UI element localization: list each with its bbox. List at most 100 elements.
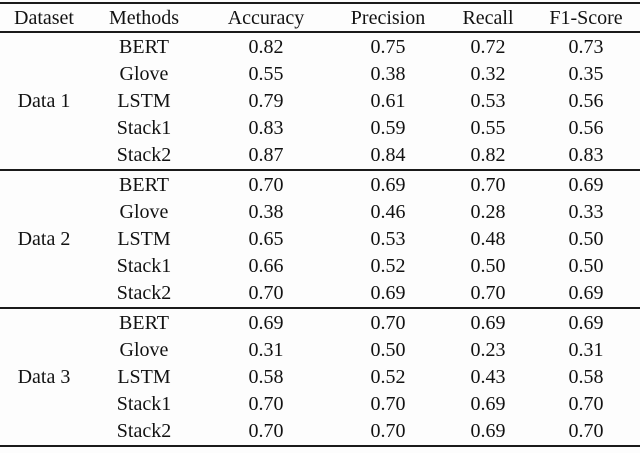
metric-value-cell: 0.82 — [248, 35, 284, 58]
metric-value-cell: 0.50 — [568, 255, 604, 278]
dataset-group-3: Data 3 BERT 0.69 0.70 0.69 0.69 Glove 0.31 0.50 0… — [0, 308, 640, 446]
metric-value-cell: 0.31 — [248, 338, 284, 361]
metric-value-cell: 0.83 — [248, 117, 284, 140]
metric-value-cell: 0.38 — [370, 62, 406, 85]
metric-value-cell: 0.82 — [470, 144, 506, 167]
method-cell: BERT — [119, 173, 169, 196]
metric-value-cell: 0.23 — [470, 338, 506, 361]
table-row: Data 3 BERT 0.69 0.70 0.69 0.69 — [0, 308, 640, 388]
metric-value-cell: 0.69 — [370, 282, 406, 305]
metric-value-cell: 0.70 — [370, 393, 406, 416]
dataset-group-1: Data 1 BERT 0.82 0.75 0.72 0.73 Glove 0.55 0.38 0… — [0, 32, 640, 170]
metric-value-cell: 0.52 — [370, 255, 406, 278]
method-cell: BERT — [119, 311, 169, 334]
column-header-f1-score: F1-Score — [549, 6, 623, 29]
metric-value-cell: 0.43 — [470, 365, 506, 388]
metric-value-cell: 0.65 — [248, 227, 284, 250]
metric-value-cell: 0.48 — [470, 227, 506, 250]
table-row: Stack1 0.70 0.70 0.69 0.70 — [0, 391, 640, 418]
metric-value-cell: 0.70 — [248, 282, 284, 305]
metric-value-cell: 0.70 — [248, 420, 284, 443]
metric-value-cell: 0.70 — [470, 282, 506, 305]
table-row: Data 2 BERT 0.70 0.69 0.70 0.69 — [0, 170, 640, 250]
metric-value-cell: 0.32 — [470, 62, 506, 85]
method-cell: Stack2 — [116, 144, 172, 167]
metric-value-cell: 0.53 — [470, 89, 506, 112]
table-row: Glove 0.38 0.46 0.28 0.33 — [0, 198, 640, 225]
method-cell: LSTM — [117, 227, 171, 250]
method-cell: LSTM — [117, 89, 171, 112]
metric-value-cell: 0.70 — [568, 420, 604, 443]
metric-value-cell: 0.70 — [568, 393, 604, 416]
metric-value-cell: 0.35 — [568, 62, 604, 85]
column-header-accuracy: Accuracy — [227, 6, 305, 29]
table-row: Data 1 BERT 0.82 0.75 0.72 0.73 — [0, 32, 640, 112]
metric-value-cell: 0.79 — [248, 89, 284, 112]
table-row: LSTM 0.58 0.52 0.43 0.58 — [0, 363, 640, 390]
metric-value-cell: 0.55 — [248, 62, 284, 85]
table-row: LSTM 0.79 0.61 0.53 0.56 — [0, 87, 640, 114]
column-header-dataset: Dataset — [14, 6, 74, 29]
metric-value-cell: 0.52 — [370, 365, 406, 388]
metric-value-cell: 0.28 — [470, 200, 506, 223]
table-row: Stack2 0.70 0.70 0.69 0.70 — [0, 418, 640, 446]
header-row: Dataset Methods Accuracy Precision Recal… — [0, 3, 640, 32]
method-cell: Stack1 — [116, 117, 172, 140]
metric-value-cell: 0.69 — [470, 311, 506, 334]
metric-value-cell: 0.33 — [568, 200, 604, 223]
metric-value-cell: 0.38 — [248, 200, 284, 223]
metric-value-cell: 0.83 — [568, 144, 604, 167]
metric-value-cell: 0.69 — [248, 311, 284, 334]
metric-value-cell: 0.72 — [470, 35, 506, 58]
metric-value-cell: 0.61 — [370, 89, 406, 112]
metric-value-cell: 0.70 — [370, 420, 406, 443]
table-row: Stack2 0.70 0.69 0.70 0.69 — [0, 280, 640, 308]
metric-value-cell: 0.73 — [568, 35, 604, 58]
metric-value-cell: 0.50 — [470, 255, 506, 278]
table-row: Glove 0.55 0.38 0.32 0.35 — [0, 60, 640, 87]
dataset-group-2: Data 2 BERT 0.70 0.69 0.70 0.69 Glove 0.38 0.46 0… — [0, 170, 640, 308]
metric-value-cell: 0.55 — [470, 117, 506, 140]
metric-value-cell: 0.56 — [568, 89, 604, 112]
metric-value-cell: 0.70 — [470, 173, 506, 196]
method-cell: LSTM — [117, 365, 171, 388]
metric-value-cell: 0.50 — [370, 338, 406, 361]
method-cell: Stack2 — [116, 420, 172, 443]
method-cell: BERT — [119, 35, 169, 58]
metric-value-cell: 0.84 — [370, 144, 406, 167]
metric-value-cell: 0.58 — [248, 365, 284, 388]
metric-value-cell: 0.75 — [370, 35, 406, 58]
metric-value-cell: 0.69 — [568, 282, 604, 305]
table-row: LSTM 0.65 0.53 0.48 0.50 — [0, 225, 640, 252]
metric-value-cell: 0.58 — [568, 365, 604, 388]
metric-value-cell: 0.70 — [248, 173, 284, 196]
metric-value-cell: 0.70 — [248, 393, 284, 416]
column-header-methods: Methods — [109, 6, 179, 29]
metric-value-cell: 0.59 — [370, 117, 406, 140]
method-cell: Glove — [119, 338, 169, 361]
method-cell: Stack2 — [116, 282, 172, 305]
method-cell: Stack1 — [116, 393, 172, 416]
table-row: Stack1 0.83 0.59 0.55 0.56 — [0, 115, 640, 142]
method-cell: Glove — [119, 62, 169, 85]
metric-value-cell: 0.69 — [470, 393, 506, 416]
metric-value-cell: 0.70 — [370, 311, 406, 334]
metric-value-cell: 0.31 — [568, 338, 604, 361]
table-header: Dataset Methods Accuracy Precision Recal… — [0, 3, 640, 32]
metric-value-cell: 0.46 — [370, 200, 406, 223]
metric-value-cell: 0.87 — [248, 144, 284, 167]
metric-value-cell: 0.56 — [568, 117, 604, 140]
method-cell: Stack1 — [116, 255, 172, 278]
method-cell: Glove — [119, 200, 169, 223]
metric-value-cell: 0.69 — [470, 420, 506, 443]
metric-value-cell: 0.69 — [568, 311, 604, 334]
metric-value-cell: 0.53 — [370, 227, 406, 250]
column-header-precision: Precision — [350, 6, 426, 29]
table-row: Stack2 0.87 0.84 0.82 0.83 — [0, 142, 640, 170]
metric-value-cell: 0.66 — [248, 255, 284, 278]
dataset-label: Data 3 — [17, 366, 71, 388]
metric-value-cell: 0.50 — [568, 227, 604, 250]
column-header-recall: Recall — [462, 6, 514, 29]
